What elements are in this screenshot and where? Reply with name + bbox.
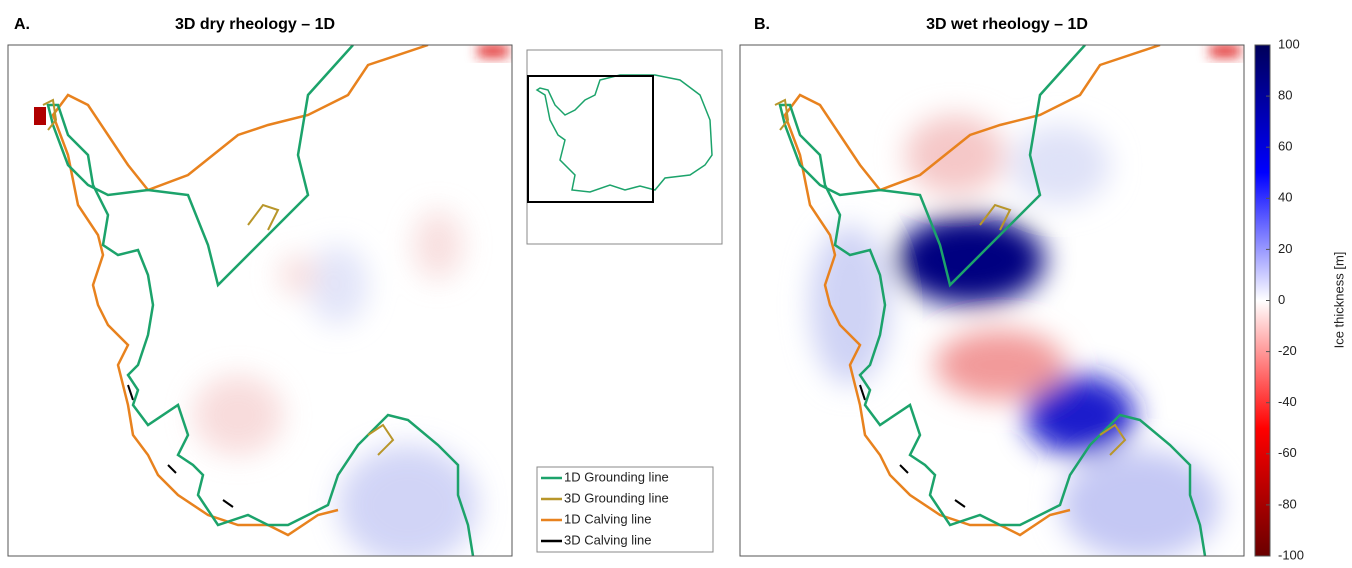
colorbar-tick-label: -40 [1278,394,1297,409]
colorbar-tick-label: 100 [1278,36,1300,51]
colorbar-tick-label: 0 [1278,292,1285,307]
legend-label: 1D Calving line [564,511,651,526]
panel-letter: A. [14,16,30,33]
colorbar-tick-label: -20 [1278,343,1297,358]
panel-title: 3D wet rheology – 1D [926,16,1088,33]
legend-label: 3D Grounding line [564,490,669,505]
colorbar-tick-label: 40 [1278,190,1292,205]
colorbar-label: Ice thickness [m] [1331,252,1346,349]
legend-label: 3D Calving line [564,532,651,547]
colorbar-tick-label: -60 [1278,445,1297,460]
colorbar-tick-label: 20 [1278,241,1292,256]
inset-map [527,50,722,244]
panel-letter: B. [754,16,770,33]
colorbar-tick-label: -100 [1278,547,1304,562]
map-a [8,45,512,563]
colorbar: 100 80 60 40 20 0 -20 -40 -60 -80 -100 [1255,36,1304,562]
legend-label: 1D Grounding line [564,469,669,484]
colorbar-tick-label: 80 [1278,88,1292,103]
colorbar-tick-label: 60 [1278,139,1292,154]
panel-title: 3D dry rheology – 1D [175,16,335,33]
figure: A. 3D dry rheology – 1D 1D Grounding lin… [0,0,1352,563]
map-b [740,45,1244,560]
legend: 1D Grounding line 3D Grounding line 1D Cal… [537,467,713,552]
colorbar-tick-label: -80 [1278,496,1297,511]
